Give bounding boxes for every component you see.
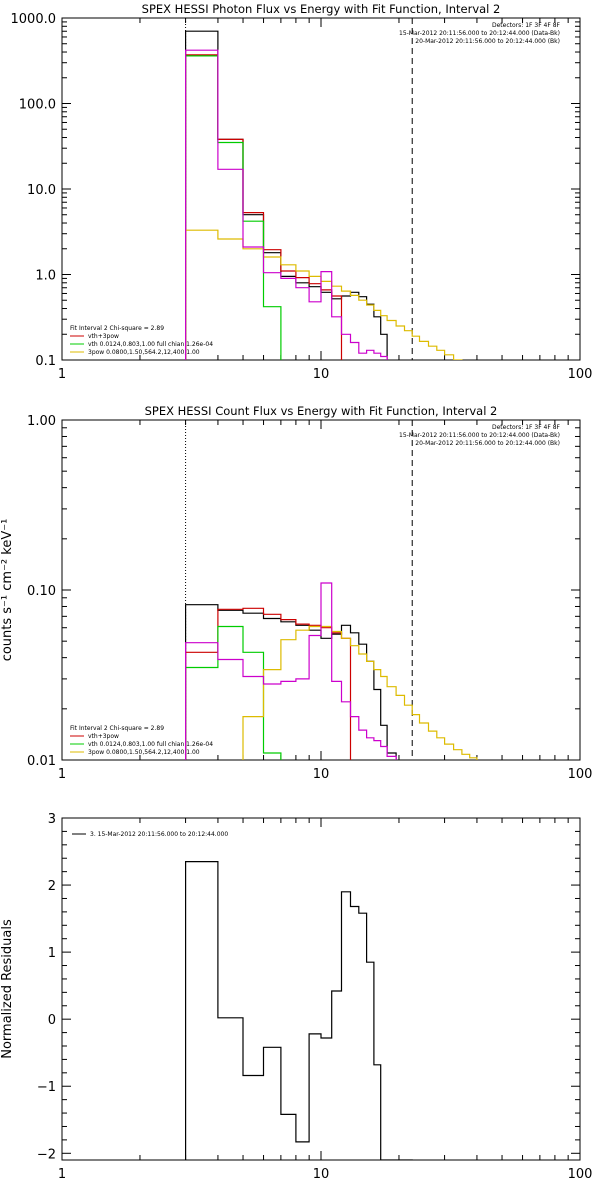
legend-label: 3pow 0.0800,1.50,564.2,12,400,1.00 [88,749,200,756]
x-tick-label: 100 [568,367,593,382]
plot-frame [61,817,581,1161]
chart-title: SPEX HESSI Count Flux vs Energy with Fit… [145,404,498,418]
series-fit-line [185,607,352,760]
series-data-line [185,604,397,760]
y-tick-label: 3 [48,812,56,827]
series-thermal-line [185,55,282,360]
x-tick-label: 1 [58,1167,66,1182]
y-tick-label: 0.1 [35,354,56,369]
x-tick-label: 100 [568,767,593,782]
y-tick-label: 0.10 [27,584,56,599]
plot-frame [61,17,581,361]
chart-panel-1: SPEX HESSI Photon Flux vs Energy with Fi… [11,2,593,382]
y-tick-label: −2 [37,1147,56,1162]
y-axis-label: counts s⁻¹ cm⁻² keV⁻¹ [0,519,15,662]
series-fit-line [185,54,343,360]
chart-header-text: 20-Mar-2012 20:11:56.000 to 20:12:44.000… [415,38,560,45]
y-tick-label: 1000.0 [11,12,57,27]
y-tick-label: 1 [48,946,56,961]
y-tick-label: 10.0 [27,183,56,198]
chart-panel-2: SPEX HESSI Count Flux vs Energy with Fit… [0,404,593,782]
y-tick-label: 1.00 [27,414,56,429]
series-power-line [185,229,463,360]
chart-title: SPEX HESSI Photon Flux vs Energy with Fi… [142,2,501,16]
legend-label: vth 0.0124,0.803,1.00 full chian 1.26e-0… [88,341,213,348]
plot-area [185,861,413,1160]
x-tick-label: 10 [313,767,330,782]
y-tick-label: −1 [37,1080,56,1095]
chart-header-text: 15-Mar-2012 20:11:56.000 to 20:12:44.000… [399,432,560,439]
series-power-line [242,625,478,760]
x-tick-label: 1 [58,367,66,382]
series-model-line [185,49,388,360]
x-tick-label: 10 [313,1167,330,1182]
y-axis-label: Normalized Residuals [0,919,15,1059]
series-model-line [185,582,397,760]
y-tick-label: 2 [48,879,56,894]
legend-label: 3. 15-Mar-2012 20:11:56.000 to 20:12:44.… [90,831,228,838]
y-tick-label: 0.01 [27,754,56,769]
chart-header-text: 15-Mar-2012 20:11:56.000 to 20:12:44.000… [399,30,560,37]
chart-header-text: Detectors: 1F 3F 4F 8F [492,22,561,29]
x-tick-label: 1 [58,767,66,782]
legend-label: vth+3pow [88,333,119,340]
chart-header-text: 20-Mar-2012 20:11:56.000 to 20:12:44.000… [415,440,560,447]
legend-title: Fit Interval 2 Chi-square = 2.89 [70,725,164,732]
legend-label: vth 0.0124,0.803,1.00 full chian 1.26e-0… [88,741,213,748]
legend-title: Fit Interval 2 Chi-square = 2.89 [70,325,164,332]
chart-header-text: Detectors: 1F 3F 4F 8F [492,424,561,431]
chart-panel-3: 1 10 100 −2 −1 0 1 2 3 Normalized Residuals 3. 15-… [0,812,592,1182]
series-thermal-line [185,625,282,760]
x-tick-label: 10 [313,367,330,382]
y-tick-label: 1.0 [35,269,56,284]
series-data-line [185,30,388,360]
legend-label: vth+3pow [88,733,119,740]
legend-label: 3pow 0.0800,1.50,564.2,12,400,1.00 [88,349,200,356]
y-tick-label: 100.0 [19,98,56,113]
series-residuals-line [185,861,413,1160]
y-tick-label: 0 [48,1013,56,1028]
plot-area [185,30,463,360]
plot-area [185,582,478,760]
x-tick-label: 100 [568,1167,593,1182]
